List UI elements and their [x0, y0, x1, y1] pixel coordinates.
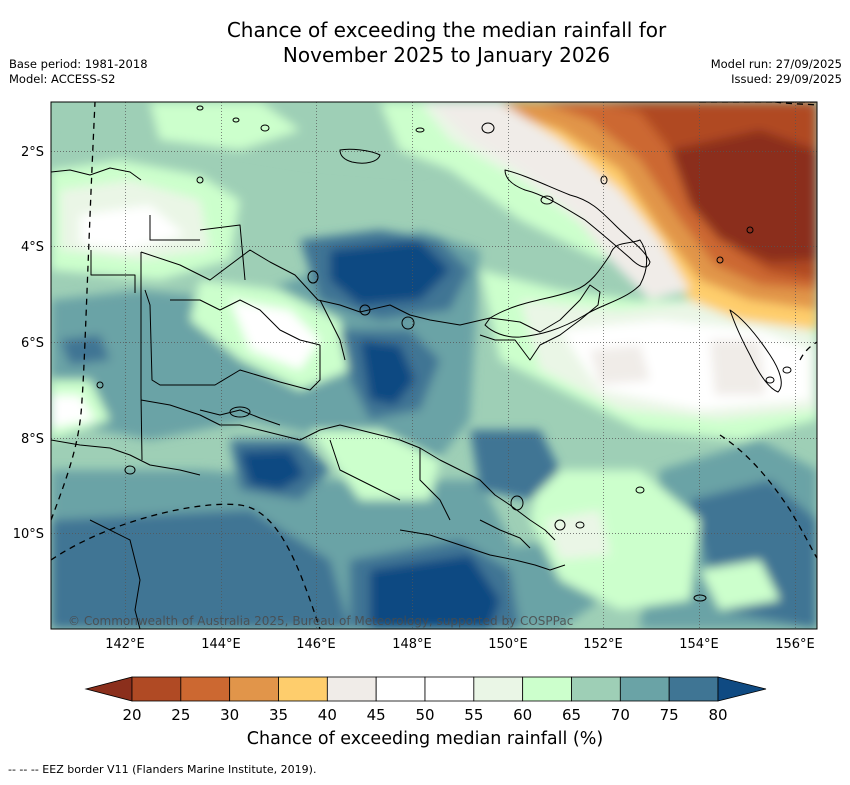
lat-tick-label: 4°S [21, 240, 44, 255]
colorbar-swatch [473, 676, 524, 702]
colorbar-label: 30 [220, 706, 239, 724]
base-period: Base period: 1981-2018 [9, 57, 148, 71]
meta-right: Model run: 27/09/2025 Issued: 29/09/2025 [711, 57, 842, 87]
colorbar-swatch [668, 676, 719, 702]
colorbar-label: 45 [367, 706, 386, 724]
lon-tick-label: 150°E [488, 637, 528, 652]
lon-tick-label: 142°E [105, 637, 145, 652]
lon-tick-labels: 142°E 144°E 146°E 148°E 150°E 152°E 154°… [105, 637, 815, 652]
colorbar-label: 20 [122, 706, 141, 724]
colorbar-swatch [229, 676, 279, 702]
map-title: Chance of exceeding the median rainfall … [0, 18, 850, 68]
title-line-1: Chance of exceeding the median rainfall … [226, 18, 667, 42]
colorbar-swatch [131, 676, 182, 702]
colorbar-swatch [571, 676, 621, 702]
colorbar: 20 25 30 35 40 45 50 55 60 65 70 75 80 [84, 676, 767, 724]
colorbar-title: Chance of exceeding median rainfall (%) [246, 729, 604, 749]
lat-tick-label: 10°S [13, 527, 44, 542]
colorbar-label: 25 [171, 706, 190, 724]
rainfall-field: © Commonwealth of Australia 2025, Bureau… [51, 102, 817, 629]
colorbar-label: 35 [269, 706, 288, 724]
colorbar-label: 70 [611, 706, 630, 724]
colorbar-extend-high [717, 676, 767, 702]
issued-date: Issued: 29/09/2025 [731, 72, 842, 86]
eez-footnote: -- -- -- EEZ border V11 (Flanders Marine… [8, 763, 317, 776]
colorbar-swatch [375, 676, 426, 702]
colorbar-swatch [424, 676, 475, 702]
map-copyright: © Commonwealth of Australia 2025, Bureau… [68, 614, 573, 628]
lon-tick-label: 156°E [775, 637, 815, 652]
lon-tick-label: 152°E [583, 637, 623, 652]
colorbar-label: 55 [464, 706, 483, 724]
colorbar-label: 65 [562, 706, 581, 724]
colorbar-swatch [278, 676, 328, 702]
colorbar-label: 50 [415, 706, 434, 724]
lat-tick-label: 2°S [21, 145, 44, 160]
colorbar-swatch [522, 676, 572, 702]
colorbar-label: 75 [660, 706, 679, 724]
colorbar-label: 40 [318, 706, 337, 724]
model-name: Model: ACCESS-S2 [9, 72, 116, 86]
lon-tick-label: 154°E [679, 637, 719, 652]
lon-tick-label: 148°E [392, 637, 432, 652]
lon-tick-label: 146°E [296, 637, 336, 652]
lat-tick-label: 8°S [21, 432, 44, 447]
lat-tick-label: 6°S [21, 336, 44, 351]
map-frame [50, 101, 818, 630]
colorbar-label: 80 [708, 706, 727, 724]
lat-tick-labels: 2°S 4°S 6°S 8°S 10°S [13, 145, 44, 542]
colorbar-swatch [619, 676, 670, 702]
title-line-2: November 2025 to January 2026 [282, 43, 611, 67]
lon-tick-label: 144°E [201, 637, 241, 652]
colorbar-swatch [326, 676, 377, 702]
colorbar-swatch [180, 676, 231, 702]
model-run: Model run: 27/09/2025 [710, 57, 842, 71]
colorbar-extend-low [84, 676, 133, 702]
colorbar-label: 60 [513, 706, 532, 724]
meta-left: Base period: 1981-2018 Model: ACCESS-S2 [9, 57, 148, 87]
